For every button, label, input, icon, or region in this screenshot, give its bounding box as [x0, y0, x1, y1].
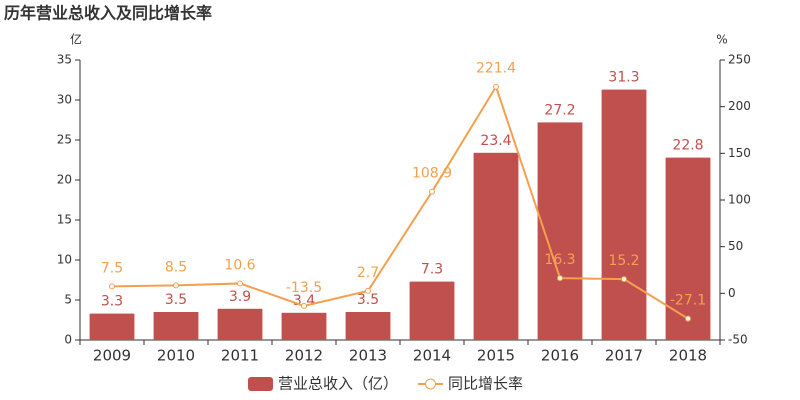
y-tick-label: 35	[57, 53, 72, 67]
line-value-label: 8.5	[165, 259, 187, 275]
y2-tick-label: -50	[728, 333, 748, 347]
y2-tick-label: 150	[728, 146, 751, 160]
bar	[409, 281, 455, 340]
x-tick-label: 2010	[157, 347, 195, 365]
line-point	[173, 282, 179, 289]
y-tick-label: 10	[57, 253, 72, 267]
bar-value-label: 7.3	[421, 262, 443, 278]
line-point	[621, 276, 627, 283]
line-value-label: 10.6	[224, 257, 255, 273]
line-value-label: 221.4	[476, 61, 516, 77]
x-tick-label: 2017	[605, 347, 643, 365]
legend-swatch	[248, 377, 273, 391]
x-tick-label: 2018	[669, 347, 707, 365]
bar	[153, 312, 199, 340]
chart-title: 历年营业总收入及同比增长率	[4, 4, 212, 23]
bar-value-label: 23.4	[480, 133, 511, 149]
line-point	[301, 302, 307, 309]
x-tick-label: 2015	[477, 347, 515, 365]
line-value-label: 16.3	[544, 252, 575, 268]
line-point	[365, 287, 371, 294]
y2-tick-label: 100	[728, 193, 751, 207]
bar	[473, 152, 519, 340]
line-value-label: -27.1	[670, 293, 706, 309]
legend-label: 营业总收入（亿）	[278, 375, 398, 393]
y-tick-label: 20	[57, 173, 72, 187]
y2-tick-label: 0	[728, 286, 736, 300]
bar-value-label: 31.3	[608, 70, 639, 86]
y2-tick-label: 200	[728, 99, 751, 113]
line-value-label: 108.9	[412, 166, 452, 182]
line-point	[109, 283, 115, 290]
bar-value-label: 3.5	[165, 292, 187, 308]
y-tick-label: 15	[57, 213, 72, 227]
bar-value-label: 3.3	[101, 294, 123, 310]
bar-value-label: 3.5	[357, 292, 379, 308]
x-tick-label: 2013	[349, 347, 387, 365]
bar-value-label: 27.2	[544, 102, 575, 118]
x-tick-label: 2012	[285, 347, 323, 365]
x-tick-label: 2016	[541, 347, 579, 365]
y-tick-label: 0	[64, 333, 72, 347]
y2-tick-label: 50	[728, 239, 743, 253]
line-value-label: 7.5	[101, 260, 123, 276]
line-value-label: 15.2	[608, 253, 639, 269]
bar	[89, 313, 135, 340]
bar	[601, 89, 647, 340]
line-point	[685, 315, 691, 322]
line-point	[493, 83, 499, 90]
bar	[345, 312, 391, 340]
x-tick-label: 2014	[413, 347, 451, 365]
bar	[217, 308, 263, 340]
bar	[665, 157, 711, 340]
legend-swatch	[425, 378, 437, 390]
line	[111, 84, 689, 320]
line-point	[237, 280, 243, 287]
y2-axis-label: %	[716, 33, 727, 47]
bar-value-label: 3.9	[229, 289, 251, 305]
legend-label: 同比增长率	[448, 375, 523, 393]
y-tick-label: 30	[57, 93, 72, 107]
line-value-label: -13.5	[286, 280, 322, 296]
x-tick-label: 2009	[93, 347, 131, 365]
bar-value-label: 22.8	[672, 138, 703, 154]
y-tick-label: 25	[57, 133, 72, 147]
line-point	[429, 188, 435, 195]
x-tick-label: 2011	[221, 347, 259, 365]
y-tick-label: 5	[64, 293, 72, 307]
bar	[281, 312, 327, 340]
line-point	[557, 275, 563, 282]
line-value-label: 2.7	[357, 265, 379, 281]
y-axis-label: 亿	[70, 32, 82, 47]
y2-tick-label: 250	[728, 53, 751, 67]
